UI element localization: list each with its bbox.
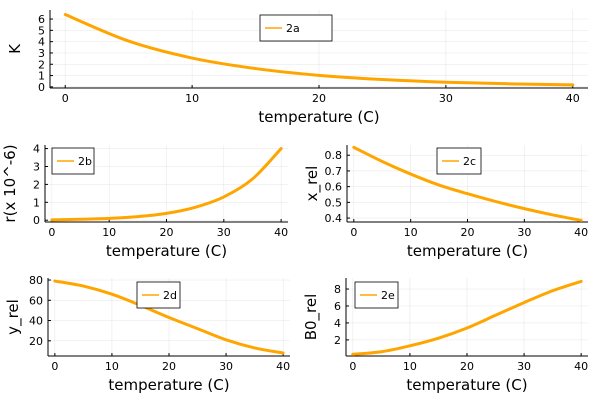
series-line-2d (53, 279, 285, 355)
y-axis-label: r(x 10^-6) (1, 144, 19, 222)
series-line-2a (63, 13, 575, 87)
x-tick-label: 40 (276, 360, 290, 373)
y-axis-label: y_rel (4, 299, 23, 335)
x-tick-label: 30 (517, 226, 531, 239)
x-axis-label: temperature (C) (106, 242, 227, 260)
legend-label: 2e (381, 289, 395, 302)
legend: 2b (51, 147, 95, 175)
y-tick-label: 4 (38, 36, 45, 49)
x-tick-label: 10 (185, 92, 199, 105)
panel-2c: 0 10 20 30 40 0.4 0.5 0.6 0.7 0.8 temperature (C) x… (303, 145, 588, 260)
x-tick-label: 0 (62, 92, 69, 105)
y-tick-label: 6 (38, 13, 45, 26)
y-tick-label: 5 (38, 24, 45, 37)
legend-label: 2b (78, 155, 92, 168)
x-tick-label: 30 (219, 360, 233, 373)
x-tick-label: 40 (566, 92, 580, 105)
y-tick-label: 0.6 (325, 181, 343, 194)
x-tick-label: 0 (349, 360, 356, 373)
legend: 2e (354, 281, 399, 309)
y-tick-label: 4 (33, 143, 40, 156)
x-axis-label: temperature (C) (108, 376, 229, 394)
legend: 2a (259, 14, 333, 42)
y-tick-label: 1 (33, 196, 40, 209)
y-tick-label: 0 (33, 214, 40, 227)
x-tick-label: 20 (312, 92, 326, 105)
series-line-2c (352, 145, 583, 222)
y-tick-label: 0.7 (325, 165, 343, 178)
y-tick-label: 0.8 (325, 149, 343, 162)
y-tick-label: 60 (29, 294, 43, 307)
x-tick-label: 20 (461, 226, 475, 239)
panel-2b: 0 10 20 30 40 0 1 2 3 4 temperature (C) r(x 10^-6) 2… (1, 143, 288, 260)
panel-2d: 0 10 20 30 40 20 40 60 80 temperature (C) y_rel 2d (4, 274, 290, 394)
legend-label: 2c (463, 155, 476, 168)
y-axis-label: x_rel (303, 166, 322, 202)
x-tick-label: 20 (460, 360, 474, 373)
x-tick-label: 30 (217, 226, 231, 239)
y-tick-label: 3 (38, 47, 45, 60)
y-tick-label: 8 (334, 283, 341, 296)
x-tick-label: 10 (403, 360, 417, 373)
x-tick-label: 20 (162, 360, 176, 373)
x-tick-label: 30 (517, 360, 531, 373)
x-tick-label: 30 (439, 92, 453, 105)
x-tick-label: 40 (574, 226, 588, 239)
x-tick-label: 0 (51, 360, 58, 373)
series-line-2b (50, 147, 283, 222)
legend-label: 2d (163, 289, 177, 302)
y-tick-label: 0 (38, 81, 45, 94)
y-tick-label: 0.5 (325, 196, 343, 209)
legend: 2c (436, 147, 482, 175)
y-tick-label: 40 (29, 315, 43, 328)
y-tick-label: 80 (29, 274, 43, 287)
x-tick-label: 10 (105, 360, 119, 373)
y-tick-label: 6 (334, 300, 341, 313)
y-axis-label: B0_rel (302, 294, 321, 341)
x-tick-label: 0 (48, 226, 55, 239)
x-tick-label: 40 (274, 226, 288, 239)
x-tick-label: 0 (350, 226, 357, 239)
x-tick-label: 10 (404, 226, 418, 239)
x-tick-label: 40 (574, 360, 588, 373)
y-tick-label: 2 (33, 178, 40, 191)
y-tick-label: 1 (38, 70, 45, 83)
y-tick-label: 20 (29, 335, 43, 348)
y-tick-label: 3 (33, 160, 40, 173)
x-axis-label: temperature (C) (258, 108, 379, 126)
legend: 2d (136, 281, 181, 309)
y-axis-label: K (6, 43, 24, 54)
x-axis-label: temperature (C) (407, 242, 528, 260)
y-tick-label: 2 (334, 334, 341, 347)
y-tick-label: 4 (334, 317, 341, 330)
x-axis-label: temperature (C) (406, 376, 527, 394)
panel-2e: 0 10 20 30 40 2 4 6 8 temperature (C) B0_rel 2e (302, 278, 588, 394)
series-line-2e (351, 279, 583, 356)
legend-label: 2a (286, 22, 300, 35)
y-tick-label: 0.4 (325, 212, 343, 225)
x-tick-label: 20 (160, 226, 174, 239)
x-tick-label: 10 (102, 226, 116, 239)
y-tick-label: 2 (38, 58, 45, 71)
